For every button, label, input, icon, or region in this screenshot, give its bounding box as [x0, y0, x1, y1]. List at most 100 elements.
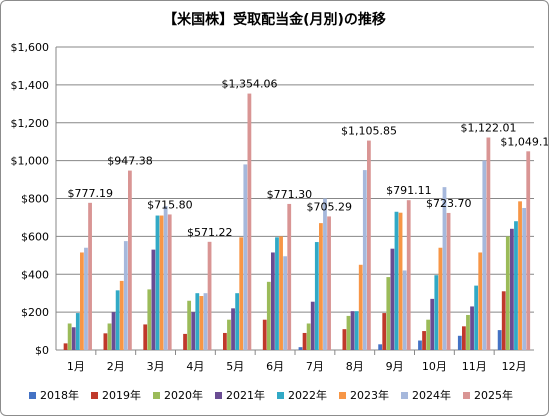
- bar-2024年-9月: [402, 270, 407, 350]
- bar-2019年-4月: [183, 333, 187, 350]
- data-label: $705.29: [306, 200, 352, 213]
- x-tick-label: 12月: [502, 360, 527, 373]
- bar-2022年-12月: [514, 221, 518, 350]
- legend-item: 2019年: [91, 387, 141, 403]
- bar-2019年-10月: [422, 331, 426, 350]
- bar-2022年-10月: [434, 275, 439, 350]
- bar-2020年-5月: [227, 319, 231, 350]
- bar-2021年-5月: [231, 308, 235, 350]
- bar-2020年-2月: [107, 323, 112, 350]
- bar-2020年-4月: [187, 300, 192, 350]
- bar-2021年-4月: [191, 312, 196, 350]
- bar-2023年-1月: [79, 252, 84, 350]
- bar-2021年-8月: [350, 311, 355, 350]
- legend-swatch: [401, 391, 408, 399]
- data-label: $777.19: [67, 187, 113, 200]
- bar-2025年-4月: [207, 241, 212, 350]
- bar-2024年-12月: [522, 207, 527, 350]
- y-tick-label: $800: [21, 193, 49, 206]
- data-label: $715.80: [147, 198, 193, 211]
- x-tick-label: 7月: [306, 360, 324, 373]
- bar-2022年-1月: [75, 313, 80, 350]
- legend-label: 2025年: [474, 389, 513, 402]
- bar-2024年-5月: [243, 164, 248, 350]
- y-tick-label: $1,400: [11, 79, 50, 92]
- bar-2019年-9月: [382, 313, 387, 350]
- bar-2021年-2月: [111, 312, 116, 350]
- x-tick-label: 6月: [266, 360, 284, 373]
- legend-label: 2021年: [226, 389, 265, 402]
- bar-2023年-8月: [358, 264, 363, 350]
- x-tick-label: 8月: [346, 360, 364, 373]
- data-label: $947.38: [107, 155, 153, 168]
- bar-2020年-8月: [346, 315, 351, 350]
- bar-2022年-11月: [474, 285, 479, 350]
- bar-2025年-5月: [247, 93, 252, 350]
- legend-label: 2020年: [164, 389, 203, 402]
- bar-2022年-4月: [195, 293, 200, 350]
- bar-2019年-12月: [501, 291, 506, 350]
- bar-2018年-7月: [298, 347, 303, 350]
- bar-2018年-11月: [457, 335, 462, 350]
- bar-2020年-10月: [426, 319, 431, 350]
- legend-item: 2024年: [401, 387, 451, 403]
- bar-2023年-12月: [518, 201, 522, 350]
- bar-2024年-8月: [362, 170, 367, 350]
- bar-2025年-7月: [327, 216, 331, 350]
- legend-label: 2018年: [40, 389, 79, 402]
- bar-2023年-10月: [438, 247, 443, 350]
- bar-2018年-12月: [497, 330, 502, 350]
- legend-swatch: [153, 391, 160, 399]
- y-tick-label: $1,200: [11, 117, 50, 130]
- bar-2020年-11月: [466, 314, 470, 350]
- bar-2023年-3月: [159, 215, 164, 350]
- data-label: $1,122.01: [461, 122, 517, 135]
- bar-2023年-7月: [318, 223, 323, 350]
- x-tick-label: 11月: [462, 360, 487, 373]
- bar-2022年-3月: [155, 215, 160, 350]
- bar-2025年-11月: [486, 137, 491, 350]
- legend-label: 2019年: [102, 389, 141, 402]
- data-label: $1,105.85: [341, 125, 397, 138]
- bar-2024年-2月: [123, 241, 128, 350]
- bar-2022年-6月: [275, 237, 279, 350]
- bar-2020年-6月: [266, 281, 271, 350]
- bar-2022年-5月: [235, 293, 240, 350]
- bar-2025年-10月: [446, 212, 451, 350]
- y-tick-label: $1,600: [11, 41, 50, 54]
- x-tick-label: 5月: [226, 360, 244, 373]
- bar-2025年-9月: [406, 200, 411, 350]
- legend-item: 2018年: [29, 387, 79, 403]
- x-tick-label: 9月: [386, 360, 404, 373]
- bar-2022年-7月: [314, 242, 319, 350]
- x-tick-label: 3月: [147, 360, 165, 373]
- chart-title: 【米国株】受取配当金(月別)の推移: [163, 12, 386, 28]
- bar-2019年-3月: [143, 324, 148, 350]
- bar-2023年-4月: [199, 296, 204, 350]
- bar-2023年-11月: [478, 252, 483, 350]
- data-label: $791.11: [386, 184, 432, 197]
- bar-2021年-11月: [470, 306, 474, 350]
- legend-swatch: [215, 391, 222, 399]
- bar-2025年-2月: [127, 170, 132, 350]
- bar-2019年-5月: [223, 332, 227, 350]
- legend-swatch: [91, 391, 98, 399]
- legend-label: 2023年: [350, 389, 389, 402]
- x-tick-label: 4月: [186, 360, 204, 373]
- bar-2020年-9月: [386, 277, 391, 350]
- x-tick-label: 10月: [422, 360, 447, 373]
- bar-2022年-8月: [354, 311, 359, 350]
- bar-2025年-1月: [88, 202, 92, 350]
- chart-legend: 2018年 2019年 2020年 2021年 2022年 2023年 2024年 2025年: [29, 387, 529, 403]
- data-label: $1,354.06: [222, 78, 278, 91]
- bar-2023年-5月: [239, 237, 244, 350]
- bar-2021年-10月: [430, 298, 435, 350]
- legend-item: 2023年: [339, 387, 389, 403]
- bar-2021年-12月: [510, 228, 514, 350]
- legend-swatch: [463, 391, 470, 399]
- data-label: $571.22: [187, 226, 233, 239]
- legend-label: 2024年: [412, 389, 451, 402]
- x-tick-label: 2月: [107, 360, 125, 373]
